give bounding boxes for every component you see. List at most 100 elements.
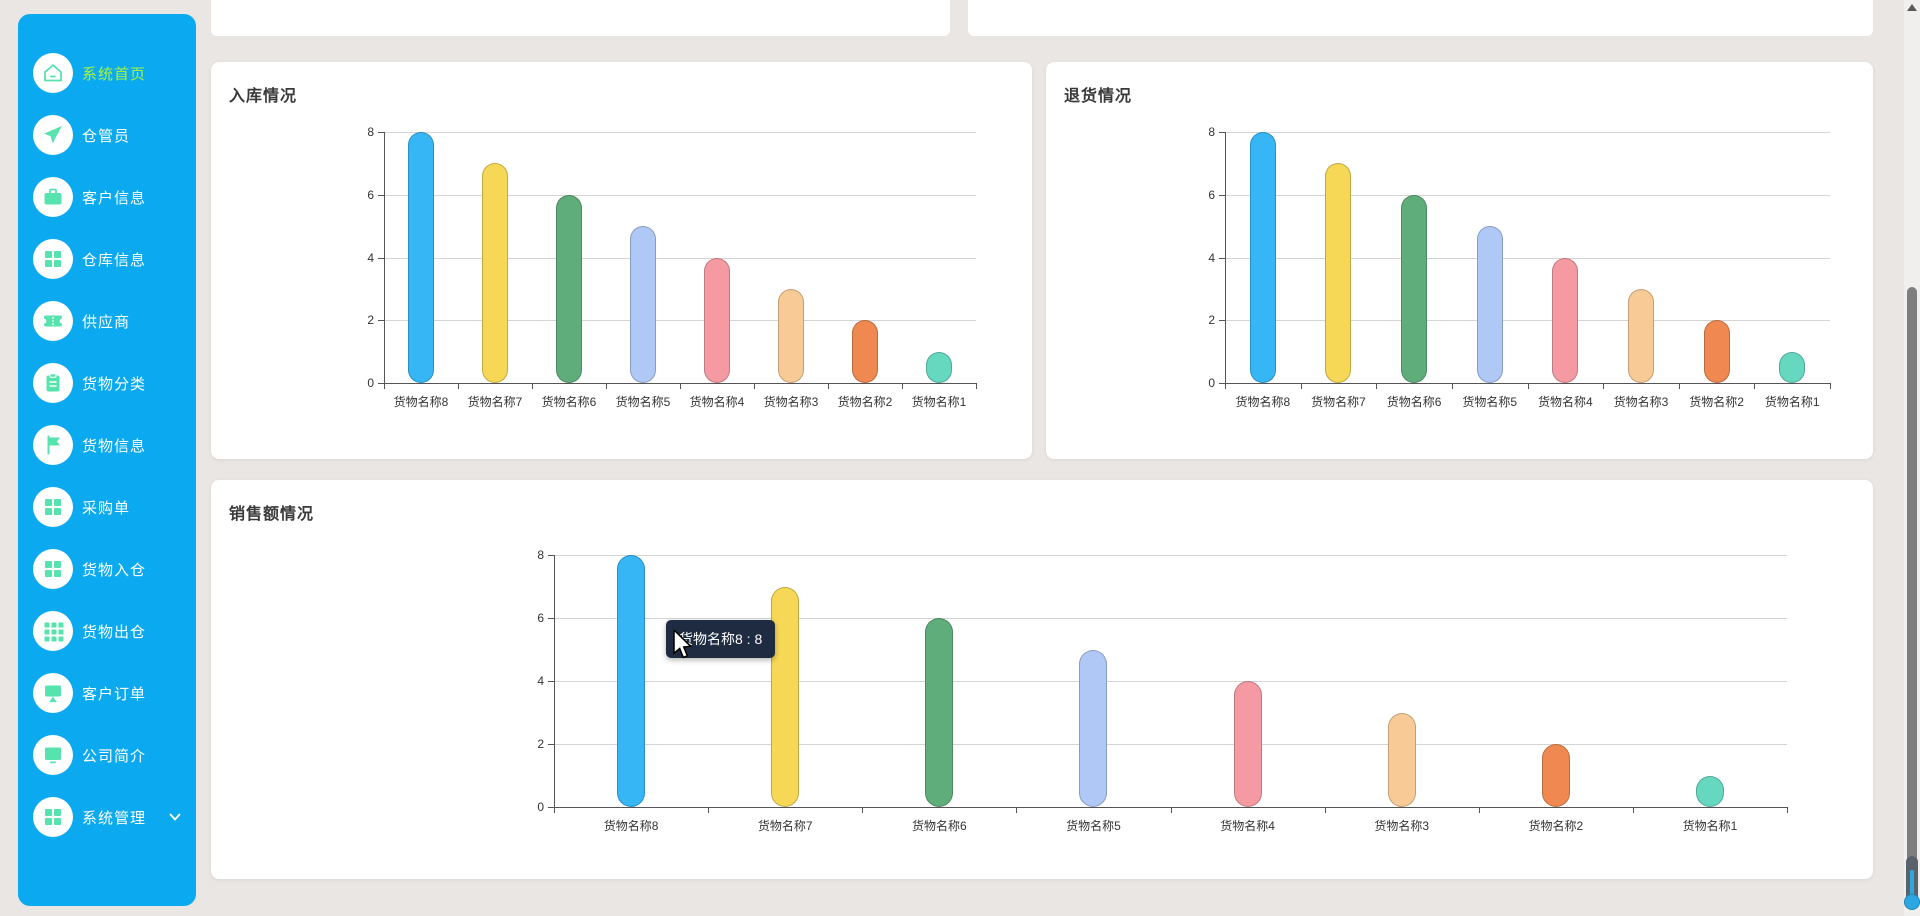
sidebar-item-5[interactable]: 供应商 bbox=[18, 290, 196, 352]
bar-货物名称4[interactable] bbox=[1233, 681, 1262, 807]
bar-货物名称3[interactable] bbox=[1387, 712, 1416, 807]
gridline bbox=[554, 744, 1787, 745]
x-axis-tick bbox=[902, 383, 903, 389]
briefcase-icon bbox=[33, 177, 73, 217]
y-axis-tick bbox=[548, 618, 554, 619]
y-axis-line bbox=[384, 132, 385, 383]
scrollbar-track[interactable] bbox=[1904, 0, 1920, 916]
gridline bbox=[384, 320, 976, 322]
sidebar-item-13[interactable]: 系统管理 bbox=[18, 786, 196, 848]
bar-货物名称2[interactable] bbox=[1541, 744, 1570, 807]
y-axis-tick bbox=[1219, 194, 1225, 196]
bar-货物名称3[interactable] bbox=[778, 288, 804, 383]
monitor-icon bbox=[33, 735, 73, 775]
x-axis-tick bbox=[1830, 383, 1831, 389]
sidebar-item-11[interactable]: 客户订单 bbox=[18, 662, 196, 724]
x-axis-tick bbox=[1603, 383, 1605, 389]
y-axis-label: 6 bbox=[1208, 187, 1215, 202]
x-axis-label: 货物名称1 bbox=[911, 395, 967, 409]
bar-货物名称1[interactable] bbox=[926, 351, 952, 383]
bar-货物名称4[interactable] bbox=[1552, 257, 1579, 383]
x-axis-label: 货物名称3 bbox=[763, 395, 819, 409]
gridline bbox=[1225, 257, 1830, 259]
scrollbar-thumb[interactable] bbox=[1907, 287, 1917, 862]
gridline bbox=[1225, 194, 1830, 196]
chevron-down-icon[interactable] bbox=[168, 810, 182, 824]
bar-货物名称7[interactable] bbox=[771, 586, 800, 807]
sidebar-item-label: 货物入仓 bbox=[82, 561, 147, 579]
sidebar-item-12[interactable]: 公司简介 bbox=[18, 724, 196, 786]
y-axis-label: 2 bbox=[537, 737, 544, 751]
x-axis-tick bbox=[1527, 383, 1529, 389]
x-axis-label: 货物名称1 bbox=[1764, 395, 1820, 409]
bar-货物名称1[interactable] bbox=[1779, 351, 1806, 383]
x-axis-label: 货物名称6 bbox=[911, 819, 967, 833]
x-axis-tick bbox=[606, 383, 607, 389]
bar-货物名称1[interactable] bbox=[1695, 775, 1724, 807]
grid9-icon bbox=[33, 611, 73, 651]
x-axis-tick bbox=[1324, 807, 1326, 813]
x-axis-label: 货物名称8 bbox=[393, 395, 449, 409]
home-icon bbox=[33, 53, 73, 93]
sidebar-item-10[interactable]: 货物出仓 bbox=[18, 600, 196, 662]
mouse-cursor bbox=[673, 630, 693, 659]
y-axis-label: 2 bbox=[367, 313, 374, 328]
send-icon bbox=[33, 115, 73, 155]
sidebar-item-4[interactable]: 仓库信息 bbox=[18, 228, 196, 290]
sidebar-item-2[interactable]: 仓管员 bbox=[18, 104, 196, 166]
y-axis-label: 2 bbox=[1208, 313, 1215, 328]
bar-货物名称6[interactable] bbox=[1401, 194, 1428, 383]
x-axis-label: 货物名称2 bbox=[837, 395, 893, 409]
x-axis-label: 货物名称7 bbox=[1311, 395, 1366, 409]
sidebar-item-label: 客户订单 bbox=[82, 685, 147, 703]
sidebar-item-label: 系统首页 bbox=[82, 65, 147, 83]
scroll-indicator-bulb-icon bbox=[1904, 894, 1920, 910]
sidebar-item-8[interactable]: 采购单 bbox=[18, 476, 196, 538]
bar-货物名称5[interactable] bbox=[1476, 226, 1503, 383]
top-card-left bbox=[211, 0, 950, 36]
bar-货物名称6[interactable] bbox=[556, 194, 582, 383]
sidebar-item-9[interactable]: 货物入仓 bbox=[18, 538, 196, 600]
bar-货物名称5[interactable] bbox=[630, 226, 656, 383]
sidebar-item-label: 仓管员 bbox=[82, 127, 131, 145]
y-axis-line bbox=[554, 555, 555, 807]
bar-货物名称2[interactable] bbox=[852, 320, 878, 383]
x-axis-tick bbox=[680, 383, 681, 389]
bar-货物名称5[interactable] bbox=[1079, 649, 1108, 807]
x-axis-label: 货物名称4 bbox=[1220, 819, 1275, 833]
bar-货物名称3[interactable] bbox=[1627, 288, 1654, 383]
x-axis-tick bbox=[1787, 807, 1788, 813]
sidebar-item-7[interactable]: 货物信息 bbox=[18, 414, 196, 476]
bar-货物名称8[interactable] bbox=[408, 132, 434, 383]
bar-货物名称2[interactable] bbox=[1703, 320, 1730, 383]
y-axis-tick bbox=[378, 320, 384, 322]
sidebar-item-6[interactable]: 货物分类 bbox=[18, 352, 196, 414]
gridline bbox=[554, 555, 1787, 556]
y-axis-tick bbox=[378, 383, 384, 384]
sidebar: 系统首页仓管员客户信息仓库信息 供应商货物分类货物信息采购单货物入仓货物出仓客户订… bbox=[18, 14, 196, 906]
x-axis-label: 货物名称8 bbox=[603, 819, 659, 833]
sidebar-item-label: 货物信息 bbox=[82, 437, 147, 455]
bar-货物名称7[interactable] bbox=[1325, 163, 1352, 383]
y-axis-tick bbox=[1219, 257, 1225, 259]
y-axis-tick bbox=[1219, 383, 1225, 384]
sales-chart-plot: 0 2 4 6 8 货物名称8 货物名称7 货物名称6 货物名称5 货物名称4 货物名称3 货物名称2… bbox=[537, 549, 1788, 833]
x-axis-tick bbox=[1451, 383, 1453, 389]
x-axis-label: 货物名称2 bbox=[1528, 819, 1584, 833]
bar-货物名称8[interactable] bbox=[1249, 132, 1276, 383]
sales-chart-title: 销售额情况 bbox=[229, 506, 315, 523]
sidebar-item-3[interactable]: 客户信息 bbox=[18, 166, 196, 228]
bar-货物名称6[interactable] bbox=[925, 618, 954, 807]
scroll-up-arrow-icon[interactable] bbox=[1907, 4, 1917, 11]
y-axis-tick bbox=[548, 681, 554, 682]
sidebar-item-1[interactable]: 系统首页 bbox=[18, 42, 196, 104]
bar-货物名称4[interactable] bbox=[704, 257, 730, 383]
sidebar-item-label: 客户信息 bbox=[82, 189, 147, 207]
x-axis-tick bbox=[532, 383, 533, 389]
x-axis-tick bbox=[1754, 383, 1756, 389]
scroll-indicator-stem bbox=[1910, 870, 1914, 902]
bar-货物名称7[interactable] bbox=[482, 163, 508, 383]
sidebar-item-label: 货物分类 bbox=[82, 375, 147, 393]
x-axis-tick bbox=[1170, 807, 1172, 813]
bar-货物名称8[interactable] bbox=[617, 555, 646, 807]
